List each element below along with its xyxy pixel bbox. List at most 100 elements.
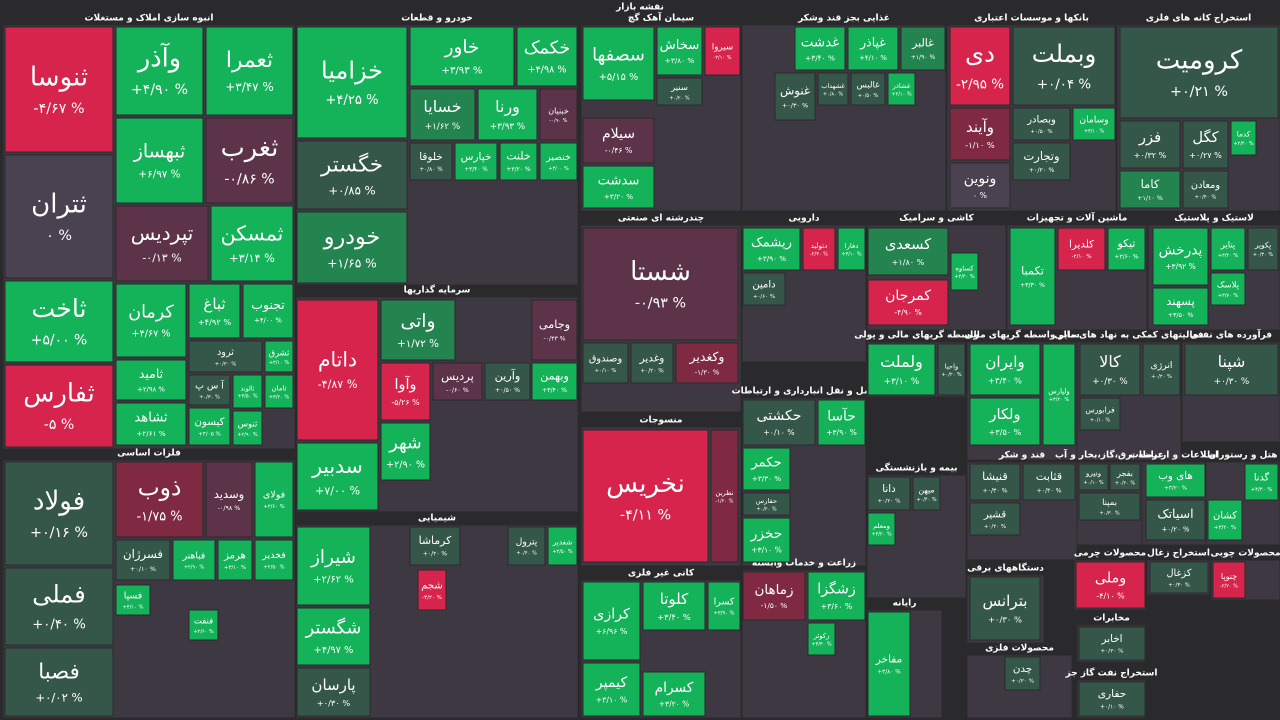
tile-name: شغدیر [552, 538, 572, 547]
tile-change: +۰/۴۰ % [32, 618, 86, 633]
tile-change: +۰/۲۰ % [1011, 679, 1035, 685]
tile-name: فرابورس [1085, 406, 1115, 415]
tile [969, 576, 1041, 641]
tile [742, 447, 791, 491]
tile-name: قثابت [1036, 470, 1062, 483]
tile-name: ثامان [271, 384, 286, 392]
tile-change: -۰/۴۳ % [543, 335, 565, 342]
tile [264, 374, 294, 409]
tile-change: +۳/۴۰ % [805, 54, 835, 63]
tile [115, 539, 171, 581]
tile [1012, 142, 1071, 181]
tile-name: ثغرب [221, 133, 279, 163]
tile-name: زکوثر [813, 632, 830, 640]
tile-change: -۴/۱۰ % [1096, 591, 1125, 600]
tile [1109, 463, 1141, 491]
tile-name: ثمسکن [221, 221, 284, 245]
tile [242, 283, 294, 339]
tile-name: وسامان [1079, 115, 1108, 125]
tile-change: +۵/۰۰ % [31, 332, 87, 348]
tile [516, 26, 578, 87]
tile [188, 340, 263, 373]
tile-name: سدشت [598, 174, 640, 189]
tile-name: فولاد [33, 486, 85, 516]
tile-name: تیکو [1117, 237, 1136, 250]
tile [1152, 227, 1209, 286]
tile-name: ذوب [138, 473, 182, 501]
sector-label: محصولات چوبی [1210, 549, 1280, 559]
tile [949, 162, 1011, 209]
tile-name: فباهنر [182, 551, 206, 561]
tile-change: +۰/۲۰ % [1151, 374, 1172, 380]
tile [296, 526, 371, 606]
sector-label: شیمیایی [418, 514, 456, 524]
tile [477, 88, 538, 141]
tile-name: زشگزا [817, 581, 856, 598]
tile-change: +۳/۵۰ % [552, 549, 573, 555]
tile-change: +۲/۹۰ % [184, 564, 205, 570]
tile-name: وآرین [495, 368, 521, 383]
tile-change: +۳/۶۰ % [1114, 254, 1139, 261]
sector-label: عرضه برق،گاز،بخار و آب [1055, 449, 1164, 461]
tile-name: حفاری [1098, 687, 1127, 700]
tile-change: -۴/۸۷ % [318, 378, 358, 391]
tile-change: +۴/۰۰ % [254, 316, 282, 324]
tile-change: +۰/۲۰ % [423, 551, 448, 558]
tile-name: کرماشا [419, 534, 453, 547]
tile-change: +۳/۱۰ % [596, 696, 628, 705]
tile-name: وایران [985, 353, 1025, 371]
tile [454, 142, 498, 181]
tile [1057, 227, 1106, 271]
tile [807, 571, 866, 621]
sector-label: چندرشته ای صنعتی [618, 214, 704, 224]
tile-name: وصندوق [589, 354, 622, 365]
tile-name: وجامی [539, 318, 570, 332]
tile-name: شجم [421, 581, 443, 592]
tile-name: فملی [32, 581, 85, 609]
tile-name: پدرخش [1159, 242, 1203, 258]
tile-change: +۳/۹۲ % [1165, 262, 1196, 271]
tile-change: +۰/۲۷ % [1189, 151, 1222, 160]
tile-name: کمرجان [885, 288, 931, 304]
tile-change: -۱/۷۵ % [136, 510, 182, 525]
tile-change: -۲/۱۰ % [714, 55, 732, 61]
tile [656, 77, 703, 106]
tile [900, 26, 946, 71]
tile [642, 671, 706, 717]
tile [867, 512, 896, 546]
tile-change: +۰/۵۰ % [1030, 129, 1052, 135]
tile [949, 26, 1011, 106]
tile-name: غالبس [856, 81, 880, 91]
sector-label: محصولات چرمی [1074, 549, 1146, 559]
tile-change: +۳/۱۰ % [841, 252, 862, 258]
tile-name: دانا [882, 483, 895, 495]
tile [188, 374, 231, 406]
tile-name: حکشتی [757, 408, 802, 424]
tile-change: +۳/۲۰ % [269, 394, 290, 400]
tile-name: سیلام [602, 126, 635, 142]
tile-name: کزغال [1167, 568, 1192, 579]
tile-name: سصفها [592, 46, 645, 66]
tile-name: پکویر [1254, 241, 1271, 250]
tile-name: غپاذر [859, 34, 886, 50]
tile [1184, 343, 1279, 396]
tile [539, 142, 578, 181]
tile [172, 539, 216, 581]
tile-change: +۴/۹۸ % [527, 65, 566, 76]
tile-change: +۳/۳۰ % [811, 642, 832, 648]
tile-name: شیراز [310, 547, 356, 568]
tile-change: +۰/۸۵ % [328, 183, 375, 197]
tile-name: کدما [1237, 130, 1251, 139]
tile [807, 622, 836, 656]
tile-name: شگستر [305, 617, 362, 638]
tile [115, 359, 187, 401]
tile-name: واتی [400, 311, 435, 332]
tile-name: کرازی [593, 607, 630, 623]
tile-change: +۰/۱۰ % [595, 368, 617, 374]
tile [1119, 26, 1279, 119]
sector-label: سرمایه گذاریها [404, 284, 471, 296]
tile-name: ولملت [880, 352, 923, 372]
tile-name: دفارا [845, 242, 858, 250]
tile [867, 343, 936, 396]
